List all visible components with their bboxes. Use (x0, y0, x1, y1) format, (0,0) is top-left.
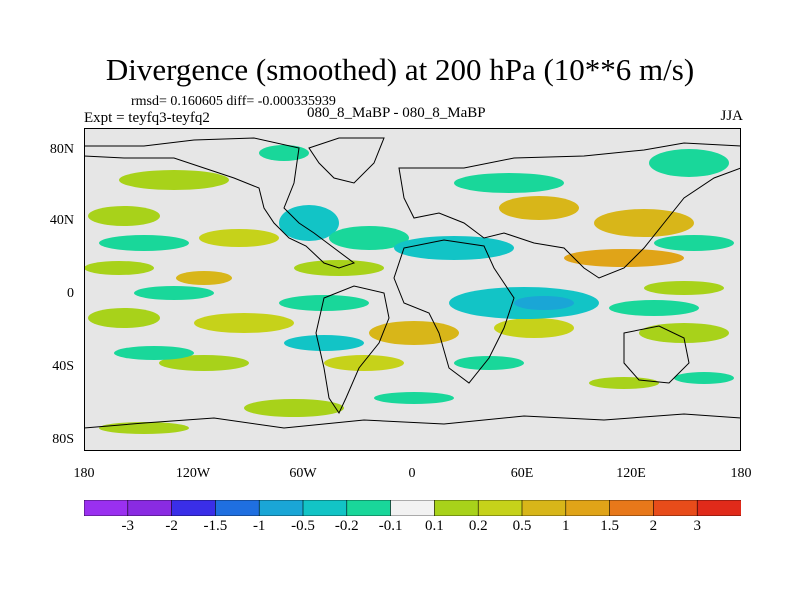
positive-anomaly-blob (324, 355, 404, 371)
colorbar-level-label: -0.5 (291, 518, 315, 534)
rmsd-diff-stats: rmsd= 0.160605 diff= -0.000335939 (131, 94, 336, 109)
colorbar-swatch (477, 500, 523, 516)
negative-anomaly-blob (454, 356, 524, 370)
positive-anomaly-blob (499, 196, 579, 220)
negative-anomaly-blob (514, 296, 574, 310)
positive-anomaly-blob (244, 399, 344, 417)
lon-tick-label: 120E (616, 466, 646, 481)
positive-anomaly-blob (644, 281, 724, 295)
lat-tick-label: 0 (67, 286, 74, 301)
negative-anomaly-blob (649, 149, 729, 177)
negative-anomaly-blob (279, 205, 339, 241)
eurasia-outline (398, 142, 741, 279)
colorbar-level-label: -3 (121, 518, 135, 534)
negative-anomaly-blob (374, 392, 454, 404)
lon-tick-label: 60E (510, 466, 534, 481)
positive-anomaly-blob (564, 249, 684, 267)
lon-tick-label: 60W (289, 466, 317, 481)
lon-tick-label: 120W (175, 466, 211, 481)
lon-tick-label: 180 (730, 466, 752, 481)
colorbar-level-label: -0.2 (334, 518, 359, 534)
colorbar-swatch (84, 500, 129, 516)
divergence-map (84, 128, 741, 451)
experiment-label: Expt = teyfq3-teyfq2 (84, 110, 210, 126)
negative-anomaly-blob (259, 145, 309, 161)
negative-anomaly-blob (609, 300, 699, 316)
colorbar-swatch (565, 500, 611, 516)
colorbar-swatch (346, 500, 392, 516)
africa-outline (393, 239, 515, 384)
colorbar-swatch (696, 500, 741, 516)
positive-anomaly-blob (99, 422, 189, 434)
colorbar-level-label: -1 (252, 518, 266, 534)
positive-anomaly-blob (639, 323, 729, 343)
colorbar-level-label: 1 (562, 518, 570, 534)
lat-tick-label: 40N (49, 213, 74, 228)
lat-tick-label: 40S (52, 359, 74, 374)
australia-outline (623, 325, 690, 384)
positive-anomaly-blob (194, 313, 294, 333)
run-label: 080_8_MaBP - 080_8_MaBP (307, 105, 486, 121)
positive-anomaly-blob (159, 355, 249, 371)
colorbar-swatch (302, 500, 348, 516)
colorbar-swatch (521, 500, 567, 516)
lon-tick-label: 180 (73, 466, 95, 481)
colorbar-swatch (127, 500, 173, 516)
positive-anomaly-blob (88, 206, 160, 226)
map-title: Divergence (smoothed) at 200 hPa (10**6 … (105, 52, 695, 87)
colorbar-swatch (258, 500, 304, 516)
colorbar-swatch (390, 500, 436, 516)
negative-anomaly-blob (329, 226, 409, 250)
negative-anomaly-blob (114, 346, 194, 360)
negative-anomaly-blob (654, 235, 734, 251)
positive-anomaly-blob (589, 377, 659, 389)
negative-anomaly-blob (284, 335, 364, 351)
positive-anomaly-blob (199, 229, 279, 247)
positive-anomaly-blob (84, 261, 154, 275)
season-label: JJA (720, 108, 743, 124)
positive-anomaly-field (84, 170, 729, 434)
colorbar-level-label: -2 (165, 518, 178, 534)
lat-tick-label: 80S (52, 432, 74, 447)
map-frame (84, 128, 741, 451)
lon-tick-label: 0 (408, 466, 416, 481)
north-america-outline (84, 137, 356, 269)
negative-anomaly-blob (394, 236, 514, 260)
positive-anomaly-blob (119, 170, 229, 190)
colorbar-swatch (171, 500, 217, 516)
colorbar-swatch (434, 500, 479, 516)
colorbar (84, 500, 741, 516)
south-america-outline (315, 285, 390, 415)
lat-tick-label: 80N (49, 142, 74, 157)
antarctica-outline (84, 413, 741, 429)
colorbar-level-label: 1.5 (600, 518, 619, 534)
colorbar-swatch (215, 500, 260, 516)
negative-anomaly-field (99, 145, 734, 404)
colorbar-level-label: 0.5 (512, 518, 532, 534)
negative-anomaly-blob (134, 286, 214, 300)
colorbar-level-label: -0.1 (378, 518, 403, 534)
negative-anomaly-blob (454, 173, 564, 193)
negative-anomaly-blob (99, 235, 189, 251)
colorbar-level-label: 3 (693, 518, 701, 534)
colorbar-level-label: 0.2 (468, 518, 488, 534)
colorbar-swatch (653, 500, 699, 516)
colorbar-swatch (609, 500, 655, 516)
positive-anomaly-blob (594, 209, 694, 237)
colorbar-level-label: 2 (649, 518, 658, 534)
colorbar-level-label: 0.1 (425, 518, 444, 534)
positive-anomaly-blob (176, 271, 232, 285)
negative-anomaly-blob (279, 295, 369, 311)
positive-anomaly-blob (494, 318, 574, 338)
positive-anomaly-blob (88, 308, 160, 328)
colorbar-level-label: -1.5 (203, 518, 228, 534)
greenland-outline (308, 137, 385, 184)
negative-anomaly-blob (674, 372, 734, 384)
continent-outlines (84, 137, 741, 429)
